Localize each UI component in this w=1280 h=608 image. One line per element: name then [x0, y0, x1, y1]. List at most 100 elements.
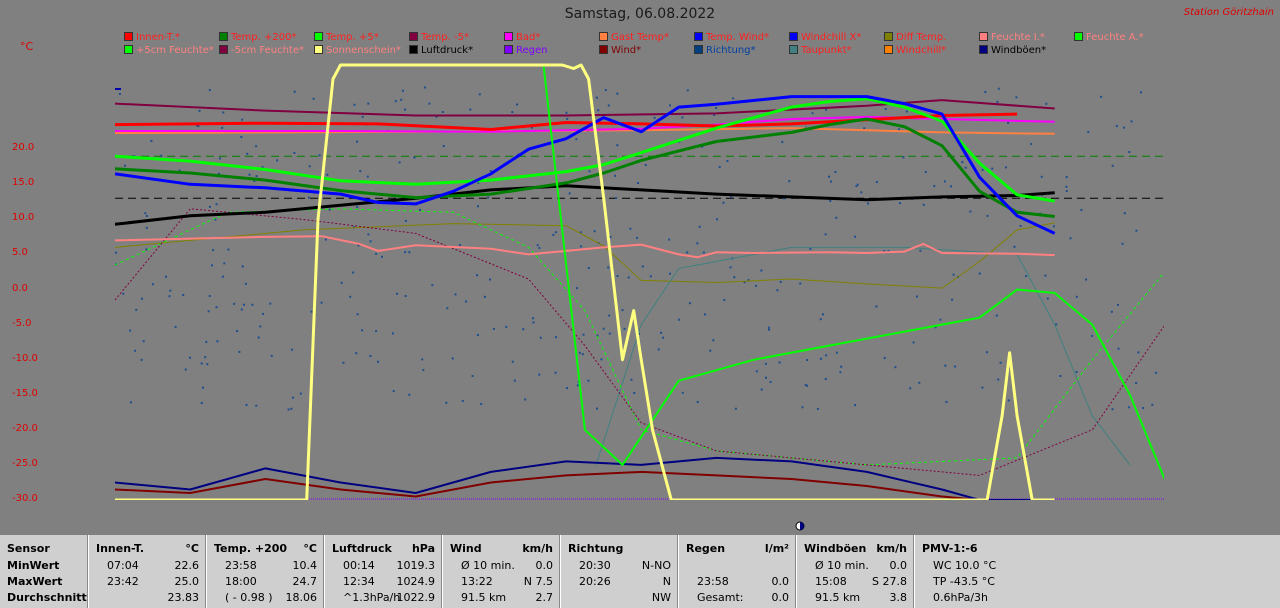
legend-item[interactable]: Feuchte I.* — [979, 32, 1045, 44]
direction-point — [961, 161, 964, 164]
legend-item[interactable]: Gast Temp* — [599, 32, 669, 44]
direction-point — [476, 334, 479, 336]
direction-point — [205, 340, 208, 343]
direction-point — [118, 93, 121, 95]
direction-point — [686, 89, 689, 92]
direction-point — [799, 282, 802, 285]
legend-swatch — [599, 32, 608, 41]
direction-point — [238, 350, 241, 353]
direction-point — [1115, 125, 1118, 128]
stats-value: N-NO — [641, 559, 671, 572]
legend-swatch — [124, 45, 133, 54]
direction-point — [945, 400, 948, 403]
direction-point — [933, 185, 936, 188]
direction-point — [765, 376, 767, 379]
legend-item[interactable]: Richtung* — [694, 45, 756, 57]
legend-swatch — [789, 45, 798, 54]
direction-point — [860, 191, 863, 194]
legend-item[interactable]: -5cm Feuchte* — [219, 45, 304, 57]
direction-point — [1046, 297, 1049, 300]
direction-point — [894, 366, 897, 369]
legend-label: Temp. -5* — [421, 32, 469, 43]
direction-point — [984, 91, 987, 94]
direction-point — [922, 203, 925, 206]
direction-point — [398, 161, 401, 164]
legend-item[interactable]: Windchill X* — [789, 32, 861, 44]
legend-item[interactable]: Regen — [504, 45, 548, 57]
direction-point — [819, 318, 822, 321]
direction-point — [160, 154, 163, 157]
direction-point — [123, 164, 126, 167]
direction-point — [454, 293, 457, 296]
legend-item[interactable]: Temp. +200* — [219, 32, 296, 44]
direction-point — [377, 360, 379, 363]
direction-point — [299, 392, 302, 395]
series-line-temp-5 — [115, 97, 1055, 203]
legend-item[interactable]: Wind* — [599, 45, 641, 57]
direction-point — [600, 358, 603, 361]
legend-item[interactable]: Temp. +5* — [314, 32, 379, 44]
legend-item[interactable]: Innen-T.* — [124, 32, 180, 44]
direction-point — [1091, 334, 1094, 337]
stats-label: 13:22 — [461, 575, 493, 588]
legend-item[interactable]: Sonnenschein* — [314, 45, 401, 57]
direction-point — [396, 292, 399, 295]
legend-item[interactable]: Temp. -5* — [409, 32, 469, 44]
y-tick-label: -25.0 — [12, 457, 38, 469]
legend-item[interactable]: Windchill* — [884, 45, 946, 57]
direction-point — [211, 264, 213, 267]
direction-point — [1069, 237, 1072, 240]
direction-point — [240, 136, 243, 138]
direction-point — [318, 154, 321, 157]
stats-row: 15:08 S 27.8 — [797, 574, 915, 590]
stats-column: Wind km/h Ø 10 min. 0.0 13:22 N 7.5 91.5 km 2.7 — [442, 535, 561, 608]
stats-label: 23:58 — [697, 575, 729, 588]
direction-point — [688, 302, 691, 305]
direction-point — [446, 307, 449, 310]
direction-point — [755, 284, 758, 287]
y-tick-label: 10.0 — [12, 212, 35, 224]
legend-swatch — [599, 45, 608, 54]
legend-item[interactable]: Windböen* — [979, 45, 1046, 57]
legend-item[interactable]: Diff Temp. — [884, 32, 946, 44]
direction-point — [981, 168, 984, 171]
direction-point — [355, 352, 358, 355]
stats-value: hPa — [411, 542, 435, 555]
stats-value: NW — [651, 591, 671, 604]
direction-point — [954, 365, 957, 368]
direction-point — [822, 313, 824, 316]
legend-item[interactable]: Taupunkt* — [789, 45, 852, 57]
direction-point — [783, 197, 786, 200]
direction-point — [524, 398, 527, 401]
direction-point — [1075, 295, 1078, 298]
y-axis-unit: °C — [20, 40, 34, 53]
legend-item[interactable]: Bad* — [504, 32, 540, 44]
direction-point — [709, 349, 712, 352]
direction-point — [144, 212, 147, 215]
direction-point — [985, 351, 988, 354]
direction-point — [511, 360, 514, 363]
direction-point — [804, 384, 807, 387]
direction-point — [165, 275, 167, 278]
direction-point — [835, 216, 838, 219]
direction-point — [609, 235, 612, 238]
direction-point — [404, 251, 407, 254]
legend-swatch — [1074, 32, 1083, 41]
legend-item[interactable]: +5cm Feuchte* — [124, 45, 214, 57]
stats-label: Innen-T. — [96, 542, 145, 555]
direction-point — [458, 244, 461, 247]
legend-item[interactable]: Luftdruck* — [409, 45, 473, 57]
direction-point — [614, 174, 616, 177]
direction-point — [779, 280, 782, 283]
legend-swatch — [219, 45, 228, 54]
legend-item[interactable]: Feuchte A.* — [1074, 32, 1144, 44]
direction-point — [554, 371, 557, 374]
direction-point — [863, 127, 866, 130]
direction-point — [581, 353, 584, 356]
direction-point — [404, 295, 407, 297]
stats-label: 15:08 — [815, 575, 847, 588]
direction-point — [115, 251, 118, 254]
stats-row: Durchschnitt — [0, 590, 88, 606]
legend-item[interactable]: Temp. Wind* — [694, 32, 769, 44]
direction-point — [811, 112, 814, 115]
